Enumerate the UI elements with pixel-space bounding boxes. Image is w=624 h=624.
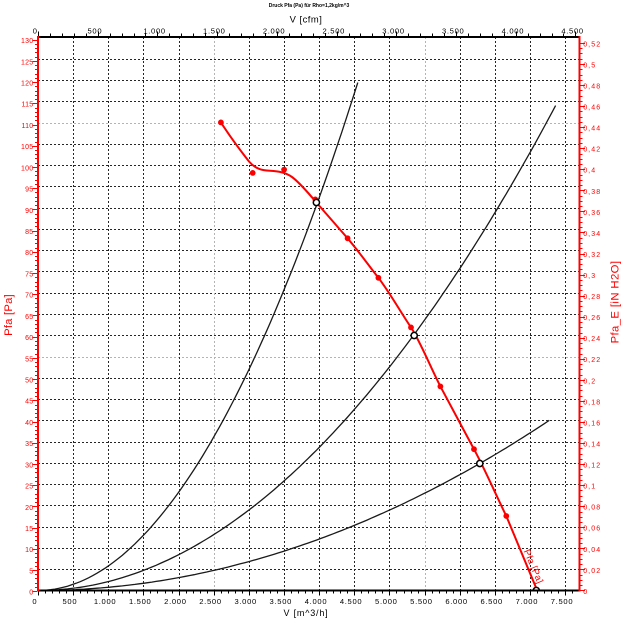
svg-text:6.500: 6.500 (480, 597, 503, 606)
svg-text:500: 500 (63, 597, 78, 606)
svg-text:110: 110 (22, 123, 34, 130)
svg-text:0,28: 0,28 (583, 294, 601, 301)
svg-text:50: 50 (25, 378, 33, 385)
svg-text:0,14: 0,14 (583, 442, 601, 449)
svg-text:4.500: 4.500 (340, 597, 363, 606)
svg-text:40: 40 (25, 420, 33, 427)
svg-text:3.500: 3.500 (270, 597, 293, 606)
svg-text:2.000: 2.000 (164, 597, 187, 606)
svg-text:105: 105 (21, 144, 33, 151)
svg-text:6.000: 6.000 (445, 597, 468, 606)
svg-text:0,18: 0,18 (583, 399, 601, 406)
svg-text:1.500: 1.500 (203, 27, 226, 36)
svg-text:0,42: 0,42 (583, 147, 601, 154)
svg-text:5.000: 5.000 (375, 597, 398, 606)
svg-text:130: 130 (21, 38, 33, 45)
svg-text:1.000: 1.000 (143, 27, 166, 36)
svg-text:0,26: 0,26 (583, 315, 601, 322)
svg-text:55: 55 (25, 356, 33, 363)
svg-text:100: 100 (21, 165, 33, 172)
svg-text:15: 15 (25, 526, 33, 533)
svg-text:0,38: 0,38 (583, 189, 601, 196)
svg-text:85: 85 (25, 229, 33, 236)
svg-text:4.000: 4.000 (502, 27, 525, 36)
svg-text:90: 90 (25, 208, 33, 215)
svg-text:3.000: 3.000 (234, 597, 257, 606)
svg-text:0,3: 0,3 (583, 273, 596, 280)
svg-text:Druck Pfa (Pa) für Rho=1,2kg/m: Druck Pfa (Pa) für Rho=1,2kg/m^3 (269, 3, 350, 9)
svg-text:45: 45 (25, 399, 33, 406)
svg-text:0,32: 0,32 (583, 252, 601, 259)
svg-text:115: 115 (22, 102, 34, 109)
svg-text:70: 70 (25, 293, 33, 300)
svg-text:5: 5 (29, 568, 33, 575)
svg-text:0: 0 (583, 589, 588, 596)
svg-text:V [m^3/h]: V [m^3/h] (284, 608, 329, 618)
svg-text:1.500: 1.500 (129, 597, 152, 606)
svg-text:Pfa [Pa]: Pfa [Pa] (3, 294, 15, 336)
svg-text:0,06: 0,06 (583, 526, 601, 533)
svg-text:0: 0 (32, 597, 37, 606)
svg-text:0,24: 0,24 (583, 336, 601, 343)
svg-text:0: 0 (33, 27, 38, 36)
svg-text:95: 95 (25, 187, 33, 194)
svg-text:Pfa_E [iN H2O]: Pfa_E [iN H2O] (609, 261, 621, 344)
svg-text:4.500: 4.500 (561, 27, 584, 36)
svg-text:3.500: 3.500 (442, 27, 465, 36)
svg-text:35: 35 (25, 441, 33, 448)
svg-text:0,34: 0,34 (583, 231, 601, 238)
svg-text:0,16: 0,16 (583, 420, 601, 427)
svg-text:0,4: 0,4 (583, 168, 596, 175)
svg-text:125: 125 (21, 59, 33, 66)
svg-text:0,1: 0,1 (583, 484, 596, 491)
svg-text:0,02: 0,02 (583, 568, 601, 575)
svg-text:V [cfm]: V [cfm] (290, 14, 323, 25)
svg-text:0,5: 0,5 (583, 62, 596, 69)
svg-text:0,44: 0,44 (583, 126, 601, 133)
svg-text:30: 30 (25, 462, 33, 469)
svg-text:0,2: 0,2 (583, 378, 596, 385)
svg-text:500: 500 (88, 27, 103, 36)
svg-text:75: 75 (25, 271, 33, 278)
svg-text:3.000: 3.000 (382, 27, 405, 36)
svg-text:7.500: 7.500 (551, 597, 574, 606)
svg-text:0,46: 0,46 (583, 105, 601, 112)
svg-text:10: 10 (25, 547, 33, 554)
svg-text:2.500: 2.500 (199, 597, 222, 606)
svg-text:65: 65 (25, 314, 33, 321)
svg-text:120: 120 (21, 81, 33, 88)
svg-text:1.000: 1.000 (94, 597, 117, 606)
svg-text:0,08: 0,08 (583, 505, 601, 512)
svg-text:2.000: 2.000 (263, 27, 286, 36)
svg-text:0,12: 0,12 (583, 463, 601, 470)
svg-text:0,22: 0,22 (583, 357, 601, 364)
svg-text:20: 20 (25, 505, 33, 512)
svg-text:7.000: 7.000 (516, 597, 539, 606)
svg-text:5.500: 5.500 (410, 597, 433, 606)
svg-text:2.500: 2.500 (323, 27, 346, 36)
svg-text:0,36: 0,36 (583, 210, 601, 217)
svg-text:60: 60 (25, 335, 33, 342)
svg-text:80: 80 (25, 250, 33, 257)
svg-text:0: 0 (29, 590, 33, 597)
svg-text:4.000: 4.000 (305, 597, 328, 606)
svg-text:0,48: 0,48 (583, 84, 601, 91)
svg-text:25: 25 (25, 484, 33, 491)
svg-text:0,04: 0,04 (583, 547, 601, 554)
svg-text:0,52: 0,52 (583, 41, 601, 48)
